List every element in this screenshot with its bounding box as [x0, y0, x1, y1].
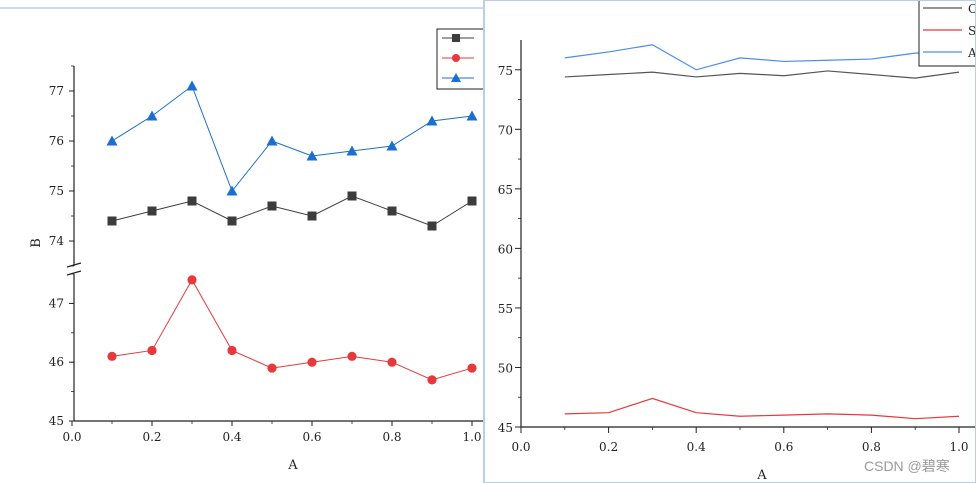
data-point-square: [347, 191, 357, 201]
x-tick-label: 0.4: [687, 440, 706, 454]
data-point-square: [147, 206, 157, 216]
data-point-square: [307, 211, 317, 221]
legend-label: A: [967, 46, 976, 60]
series-line-2: [111, 85, 473, 192]
y-tick-label: 55: [498, 302, 513, 316]
legend-marker-square: [452, 34, 460, 42]
data-point-triangle: [426, 115, 438, 126]
data-point-circle: [227, 345, 237, 356]
y-tick-label: 75: [498, 64, 513, 78]
y-tick-label: 75: [49, 184, 64, 198]
y-tick-label: 45: [498, 421, 513, 435]
y-tick-label: 77: [49, 84, 64, 98]
legend-marker-triangle: [451, 73, 461, 82]
legend-label: S: [968, 24, 976, 38]
legend-box: [918, 1, 975, 67]
data-point-square: [187, 196, 197, 206]
data-point-square: [227, 216, 237, 226]
x-tick-label: 0.0: [511, 440, 530, 454]
data-point-circle: [267, 363, 277, 373]
axis-break-mark: [66, 270, 82, 276]
data-point-square: [107, 216, 117, 226]
left-window-frame: [0, 0, 484, 483]
data-point-circle: [107, 351, 117, 361]
x-axis-label: A: [756, 468, 767, 483]
data-point-square: [427, 221, 437, 231]
x-tick-label: 1.0: [462, 430, 481, 444]
data-point-circle: [427, 375, 437, 385]
y-tick-label: 76: [49, 134, 64, 148]
x-tick-label: 0.8: [862, 440, 881, 454]
data-point-triangle: [146, 110, 158, 121]
data-point-triangle: [386, 140, 398, 151]
x-tick-label: 1.0: [949, 440, 968, 454]
right-legend: CSA: [918, 1, 976, 67]
right-window-frame: [483, 0, 976, 483]
x-tick-label: 0.6: [774, 440, 793, 454]
y-tick-label: 46: [49, 355, 64, 369]
data-point-square: [387, 206, 397, 216]
y-tick-label: 47: [49, 296, 64, 310]
series-line-2: [564, 44, 960, 71]
axis-break-mark: [66, 262, 82, 268]
watermark: CSDN @碧寒: [864, 458, 950, 474]
y-tick-label: 65: [498, 183, 513, 197]
x-tick-label: 0.6: [302, 430, 321, 444]
data-point-circle: [467, 363, 477, 373]
y-tick-label: 70: [498, 123, 513, 137]
x-tick-label: 0.0: [62, 430, 81, 444]
y-axis-label: B: [29, 238, 44, 248]
data-point-square: [467, 196, 477, 206]
y-tick-label: 50: [498, 361, 513, 375]
data-point-triangle: [346, 145, 358, 156]
left-chart: 74 75 76 77 45 46 47 0.0 0.2 0.4 0.6 0.8 1.0 A B: [29, 28, 498, 473]
data-point-triangle: [186, 80, 198, 91]
series-line-0: [564, 70, 960, 79]
data-point-circle: [307, 357, 317, 367]
y-tick-label: 60: [498, 242, 513, 256]
y-tick-label: 74: [49, 234, 65, 248]
data-point-triangle: [226, 185, 238, 196]
data-point-circle: [147, 345, 157, 356]
x-tick-label: 0.4: [222, 430, 241, 444]
data-point-circle: [347, 351, 357, 361]
x-tick-label: 0.2: [599, 440, 618, 454]
x-tick-label: 0.2: [142, 430, 161, 444]
data-point-triangle: [266, 135, 278, 146]
data-point-circle: [187, 275, 197, 285]
data-point-triangle: [466, 110, 478, 121]
data-point-triangle: [306, 150, 318, 161]
series-line-0: [111, 195, 473, 227]
series-line-1: [111, 278, 473, 381]
x-axis-label: A: [287, 458, 298, 473]
legend-label: C: [968, 2, 976, 16]
series-line-1: [564, 397, 960, 420]
legend-marker-circle: [452, 54, 460, 62]
data-point-circle: [387, 357, 397, 367]
data-point-square: [267, 201, 277, 211]
y-tick-label: 45: [49, 414, 64, 428]
data-point-triangle: [106, 135, 118, 146]
x-tick-label: 0.8: [382, 430, 401, 444]
